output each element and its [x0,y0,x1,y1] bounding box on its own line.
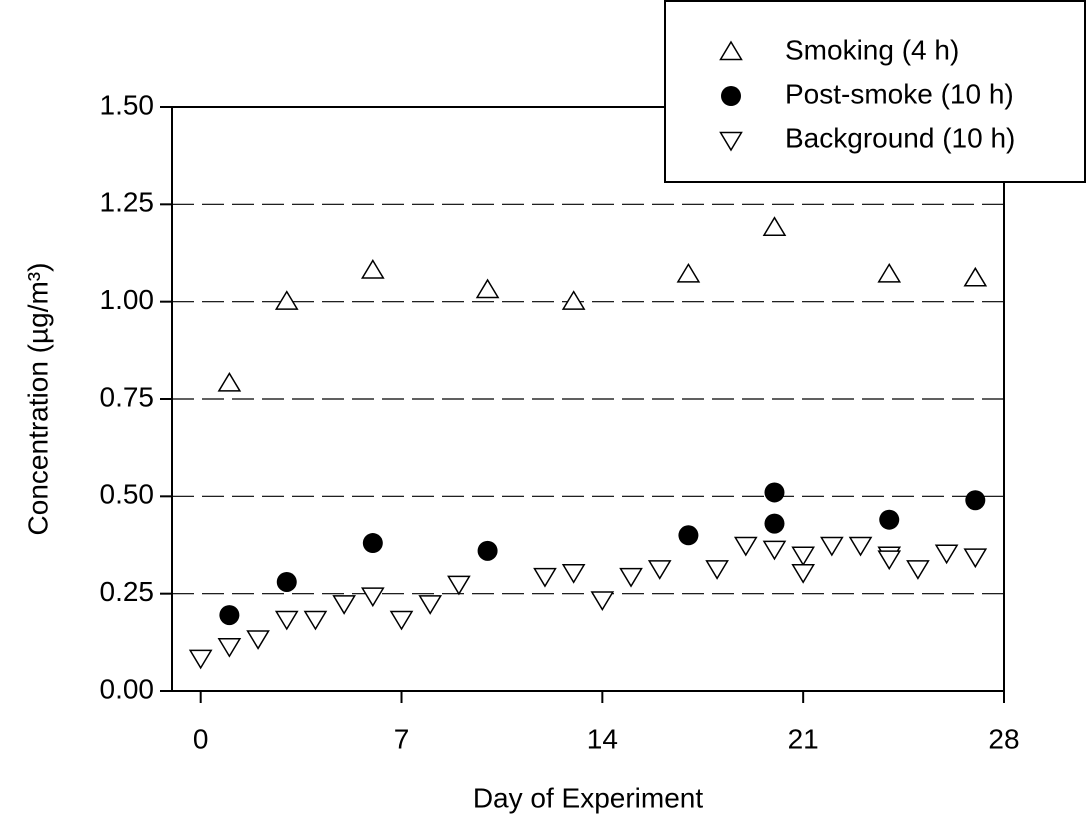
legend-label: Background (10 h) [785,122,1015,153]
x-tick-label: 21 [788,723,819,754]
point [791,564,815,584]
point [219,605,240,626]
point [678,525,699,546]
point [676,262,701,283]
point [418,595,443,615]
point [764,482,785,503]
point [848,536,873,557]
point [791,546,815,567]
legend-label: Smoking (4 h) [785,34,959,65]
point [619,567,643,588]
point [647,560,672,580]
point [764,513,785,534]
y-tick-label: 0.75 [100,381,155,412]
point [906,560,930,580]
y-tick-label: 0.25 [100,576,155,607]
point [361,587,385,608]
x-axis-label: Day of Experiment [473,782,704,813]
legend-symbol [719,40,743,61]
point [475,278,500,299]
x-tick-label: 28 [988,723,1019,754]
point [389,610,414,631]
x-tick-label: 14 [587,723,618,754]
point [762,216,787,236]
point [303,610,328,631]
point [877,262,902,283]
point [965,490,986,511]
legend-label: Post-smoke (10 h) [785,78,1014,109]
y-tick-label: 1.25 [100,187,155,218]
point [246,630,270,650]
legend-symbol [719,131,743,152]
point [274,290,299,310]
point [361,259,385,279]
point [877,550,902,571]
point [561,290,586,310]
point [590,591,615,611]
y-tick-label: 0.50 [100,479,155,510]
point [533,567,557,588]
point [274,610,299,631]
point [762,540,787,561]
point [879,509,900,530]
point [963,548,988,569]
y-tick-label: 1.00 [100,284,155,315]
y-tick-label: 0.00 [100,673,155,704]
point [477,540,498,561]
point [217,371,242,392]
point [934,544,959,565]
point [705,560,729,580]
point [561,564,586,584]
legend-box [664,0,1086,183]
point [820,536,844,557]
x-tick-label: 0 [193,723,209,754]
point [733,536,758,557]
y-tick-label: 1.50 [100,89,155,120]
point [188,649,213,670]
point [447,575,471,596]
point [217,637,242,658]
point [276,571,297,592]
point [362,533,383,554]
point [332,595,356,615]
point [963,266,988,287]
legend-symbol [721,86,741,106]
x-tick-label: 7 [394,723,410,754]
y-axis-label: Concentration (µg/m³) [22,263,53,536]
